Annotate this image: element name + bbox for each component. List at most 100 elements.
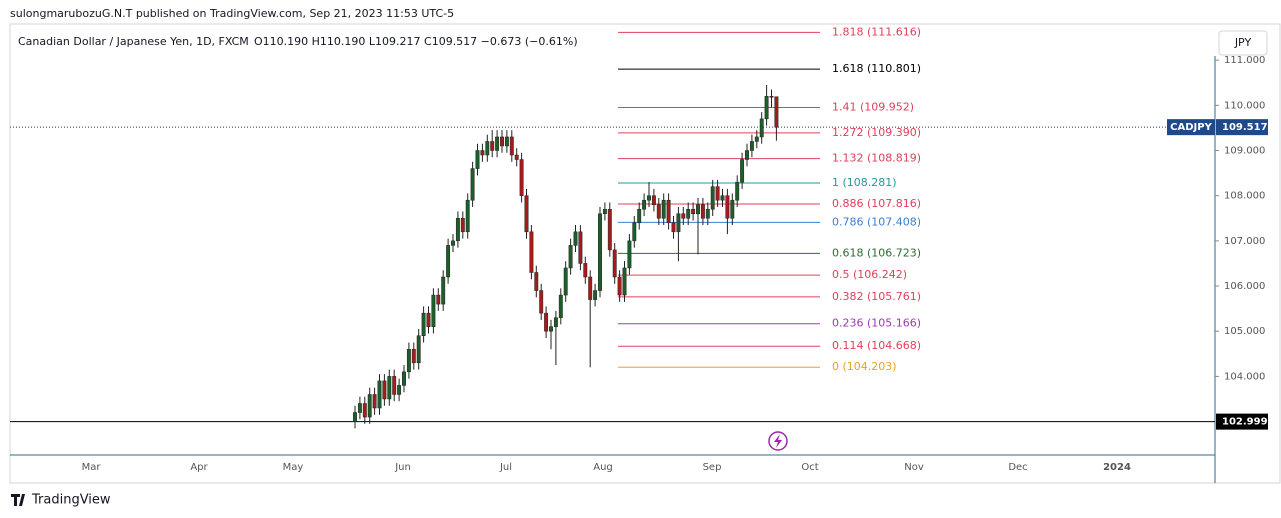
- fib-label: 1.618 (110.801): [832, 62, 921, 75]
- candle-body: [495, 136, 500, 151]
- candle-body: [357, 403, 362, 413]
- candle-body: [568, 245, 573, 269]
- candle-body: [451, 240, 455, 246]
- y-tick-label: 110.000: [1224, 100, 1265, 111]
- candle-body: [656, 204, 661, 219]
- x-tick-label: Aug: [593, 462, 613, 473]
- candle-body: [455, 218, 460, 242]
- candle-body: [754, 136, 759, 142]
- candle-body: [392, 376, 397, 395]
- candle-body: [377, 380, 382, 409]
- candle-body: [764, 96, 769, 120]
- candle-body: [367, 394, 372, 418]
- candle-body: [490, 141, 495, 151]
- symbol-label: CADJPY: [1170, 122, 1212, 133]
- candle-body: [397, 385, 402, 395]
- last-price-label: 109.517: [1222, 122, 1268, 133]
- chart-title: Canadian Dollar / Japanese Yen, 1D, FXCM: [18, 35, 249, 48]
- candle-body: [475, 150, 480, 169]
- candle-body: [661, 199, 666, 219]
- fib-label: 1.818 (111.616): [832, 25, 921, 38]
- candle-body: [725, 195, 730, 219]
- candle-body: [578, 231, 583, 264]
- candle-body: [632, 222, 637, 242]
- last-price-tag: [1216, 119, 1268, 136]
- candle-body: [406, 349, 411, 373]
- candle-body: [710, 186, 715, 210]
- candle-body: [588, 276, 593, 300]
- candle-body: [749, 141, 754, 151]
- candle-body: [558, 294, 563, 318]
- y-tick-label: 106.000: [1224, 281, 1265, 292]
- x-tick-label: Nov: [904, 462, 924, 473]
- candle-body: [534, 272, 539, 291]
- fib-label: 0.382 (105.761): [832, 290, 921, 303]
- candle-body: [519, 159, 524, 196]
- candle-body: [769, 96, 774, 98]
- candle-body: [696, 204, 700, 214]
- candle-body: [622, 267, 627, 296]
- candle-body: [436, 294, 441, 305]
- chart-frame: [9, 23, 1281, 484]
- candle-body: [593, 290, 598, 300]
- candle-body: [441, 276, 446, 305]
- y-tick-label: 109.000: [1224, 145, 1265, 156]
- ohlc-text: O110.190 H110.190 L109.217 C109.517 −0.6…: [254, 35, 578, 48]
- candle-body: [387, 376, 392, 400]
- candle-body: [563, 267, 568, 296]
- x-tick-label: Jun: [394, 462, 411, 473]
- fib-label: 0.5 (106.242): [832, 268, 907, 281]
- x-tick-label: 2024: [1103, 462, 1131, 473]
- candle-body: [372, 394, 377, 409]
- publisher-line: sulongmarubozuG.N.T published on Trading…: [10, 7, 454, 20]
- candle-body: [612, 249, 617, 278]
- candle-body: [402, 371, 406, 386]
- candle-body: [651, 195, 656, 205]
- currency-label[interactable]: JPY: [1234, 36, 1252, 49]
- candle-body: [583, 263, 588, 278]
- candle-body: [529, 231, 534, 273]
- candle-body: [700, 204, 705, 219]
- candle-body: [514, 154, 519, 160]
- candle-body: [362, 403, 367, 418]
- candle-body: [637, 208, 642, 224]
- fib-label: 0.236 (105.166): [832, 317, 921, 330]
- candle-body: [642, 199, 647, 210]
- candle-body: [617, 276, 622, 296]
- candle-body: [549, 326, 553, 332]
- candle-body: [353, 412, 357, 422]
- candle-body: [426, 312, 431, 327]
- event-bolt: [774, 434, 782, 448]
- candle-body: [745, 150, 749, 160]
- candle-body: [500, 136, 504, 147]
- candle-body: [720, 195, 725, 201]
- candle-body: [686, 208, 691, 219]
- candle-body: [715, 186, 720, 201]
- candle-body: [647, 195, 651, 201]
- candle-body: [524, 195, 529, 233]
- fib-label: 0.114 (104.668): [832, 339, 921, 352]
- hline-tag: [1216, 413, 1268, 430]
- x-tick-label: Dec: [1008, 462, 1027, 473]
- y-tick-label: 108.000: [1224, 191, 1265, 202]
- x-tick-label: May: [283, 462, 304, 473]
- candle-body: [598, 213, 602, 291]
- candle-body: [411, 349, 416, 364]
- candle-body: [627, 240, 632, 269]
- fib-label: 1 (108.281): [832, 176, 897, 189]
- candle-body: [740, 159, 745, 183]
- candle-body: [759, 118, 764, 138]
- fib-label: 1.132 (108.819): [832, 152, 921, 165]
- candle-body: [460, 218, 465, 233]
- x-tick-label: Mar: [82, 462, 102, 473]
- fib-label: 0.886 (107.816): [832, 197, 921, 210]
- candle-body: [382, 380, 387, 400]
- y-tick-label: 107.000: [1224, 236, 1265, 247]
- candle-body: [705, 208, 710, 219]
- fib-label: 1.41 (109.952): [832, 100, 914, 113]
- fib-label: 0 (104.203): [832, 360, 897, 373]
- candle-body: [676, 213, 681, 233]
- currency-button[interactable]: [1218, 30, 1268, 56]
- fib-label: 0.618 (106.723): [832, 246, 921, 259]
